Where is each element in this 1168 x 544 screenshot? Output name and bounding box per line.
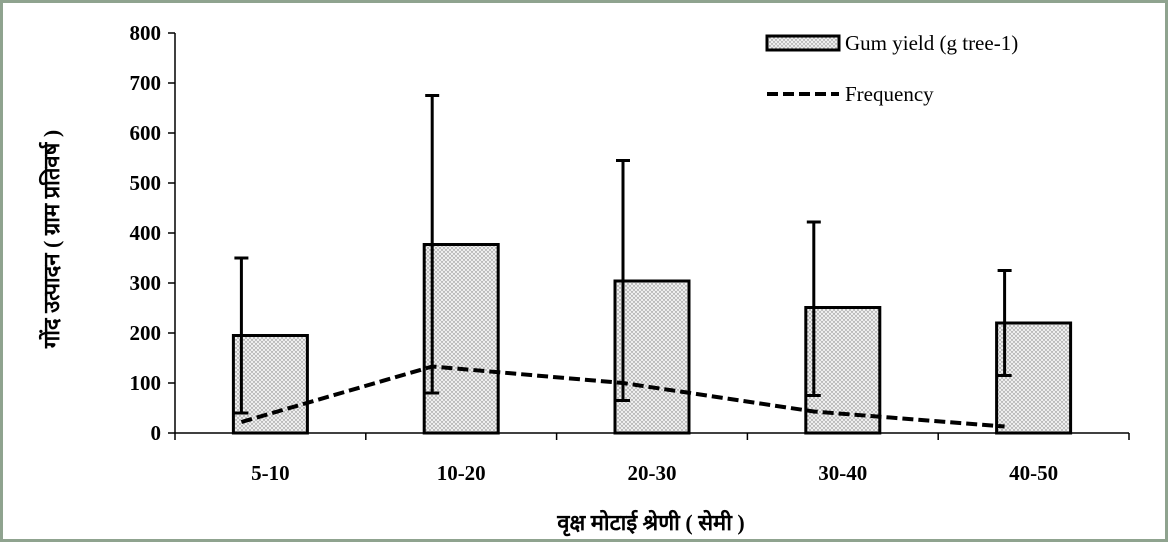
x-tick-label: 40-50: [1009, 461, 1058, 485]
y-tick-label: 100: [130, 371, 162, 395]
y-tick-label: 700: [130, 71, 162, 95]
frequency-line: [240, 364, 1005, 429]
legend-label-gum-yield: Gum yield (g tree-1): [845, 31, 1018, 55]
y-tick-label: 800: [130, 21, 162, 45]
y-tick-label: 400: [130, 221, 162, 245]
axes: 0 100 200 300 400 500 600 700 800 5-10 10-20 20-30 3…: [130, 21, 1130, 485]
x-tick-label: 30-40: [818, 461, 867, 485]
legend: Gum yield (g tree-1) Frequency: [765, 31, 1018, 106]
y-tick-label: 300: [130, 271, 162, 295]
y-tick-label: 500: [130, 171, 162, 195]
x-tick-label: 5-10: [251, 461, 290, 485]
y-tick-label: 200: [130, 321, 162, 345]
y-axis-title: गोंद उत्पादन ( ग्राम प्रतिवर्ष ): [38, 130, 64, 349]
bars: [231, 243, 1073, 435]
frequency-line-group: [240, 364, 1005, 429]
legend-label-frequency: Frequency: [845, 82, 934, 106]
bar-40-50: [995, 321, 1073, 435]
y-tick-label: 600: [130, 121, 162, 145]
x-axis-title: वृक्ष मोटाई श्रेणी ( सेमी ): [556, 509, 745, 537]
bar-20-30: [613, 279, 691, 435]
y-tick-label: 0: [151, 421, 162, 445]
error-bars: [234, 94, 1012, 415]
x-tick-label: 10-20: [437, 461, 486, 485]
bar-5-10: [231, 334, 309, 435]
legend-swatch-gum-yield: [765, 34, 841, 52]
bar-10-20: [422, 243, 500, 435]
chart: 0 100 200 300 400 500 600 700 800 5-10 10-20 20-30 3…: [38, 21, 1130, 537]
x-tick-label: 20-30: [628, 461, 677, 485]
